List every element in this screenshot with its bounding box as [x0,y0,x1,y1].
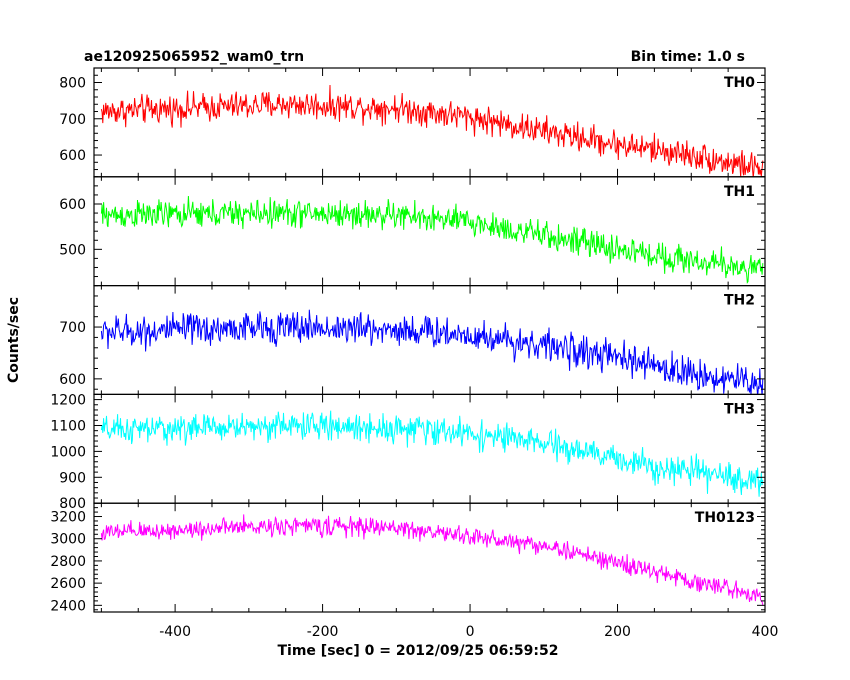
y-tick-label: 1100 [50,418,86,434]
x-tick-label: 0 [466,624,475,640]
series-line-th2 [100,309,764,395]
panel-label: TH1 [724,184,755,200]
y-tick-label: 600 [59,197,86,213]
y-tick-label: 3200 [50,510,86,526]
y-tick-label: 600 [59,372,86,388]
panel-label: TH0123 [695,510,755,526]
series-line-th0123 [100,514,764,606]
y-axis-label: Counts/sec [6,297,22,383]
y-tick-label: 1000 [50,444,86,460]
x-axis-label: Time [sec] 0 = 2012/09/25 06:59:52 [278,643,559,659]
panel-frame [93,393,766,504]
panel-th0123: TH0123 2400 2600 2800 3000 3200 [50,502,766,614]
y-tick-label: 2800 [50,554,86,570]
x-tick-label: -200 [307,624,339,640]
panel-label: TH3 [724,401,755,417]
x-tick-label: 400 [752,624,779,640]
panel-th2: TH2 600 700 [59,285,766,396]
y-tick-label: 800 [59,76,86,92]
y-tick-label: 700 [59,112,86,128]
panel-th1: TH1 500 600 [59,176,766,287]
y-tick-label: 2400 [50,598,86,614]
panel-label: TH0 [724,75,755,91]
y-tick-label: 700 [59,320,86,336]
x-axis: -400 -200 0 200 400 [159,624,778,640]
x-tick-label: 200 [604,624,631,640]
panel-th0: TH0 600 700 800 [59,67,766,178]
series-line-th1 [100,195,764,284]
panel-frame [93,502,766,613]
series-line-th0 [100,84,764,177]
y-tick-label: 3000 [50,532,86,548]
panel-th3: TH3 800 900 1000 1100 1200 [50,393,766,512]
panel-label: TH2 [724,293,755,309]
y-tick-label: 1200 [50,393,86,409]
chart-title: ae120925065952_wam0_trn [84,49,304,65]
y-tick-label: 900 [59,470,86,486]
y-tick-label: 600 [59,148,86,164]
y-tick-label: 500 [59,242,86,258]
panels: TH0 600 700 800 TH1 500 600 TH2 600 700 TH3 800 900 1… [50,67,766,614]
series-line-th3 [100,410,764,497]
y-tick-label: 2600 [50,576,86,592]
bin-time-label: Bin time: 1.0 s [631,49,745,65]
x-tick-label: -400 [159,624,191,640]
y-tick-label: 800 [59,496,86,512]
